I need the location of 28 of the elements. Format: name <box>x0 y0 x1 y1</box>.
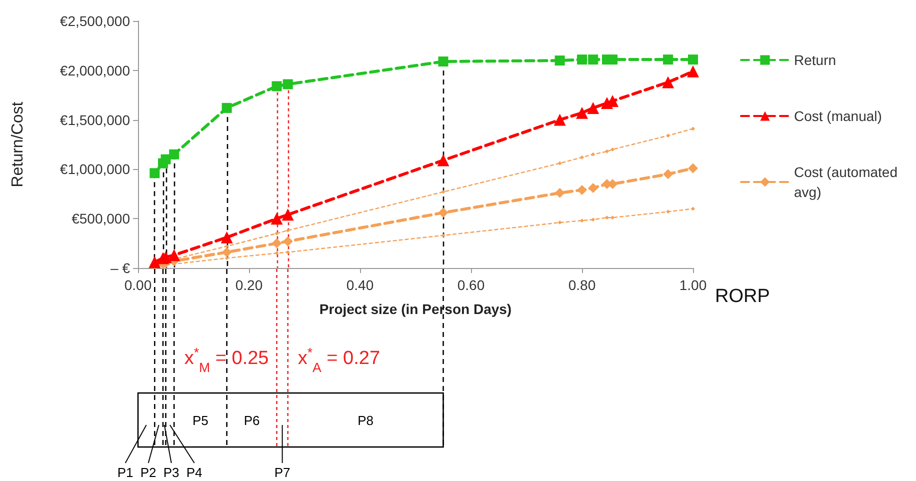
y-tick-label: – € <box>110 260 130 276</box>
text: P8 <box>358 413 374 428</box>
legend-label: Cost (automated avg) <box>794 164 902 200</box>
text: P2 <box>140 465 156 480</box>
x-tick-label: 0.20 <box>235 277 263 293</box>
x-tick-label: 0.00 <box>124 277 152 293</box>
y-tick-label: €1,000,000 <box>60 161 130 178</box>
x-tick-label: 0.40 <box>346 277 374 293</box>
text: RORP <box>715 286 770 307</box>
ref-line-label: x$^{*}$$_{M}$ = 0.25 <box>184 344 269 374</box>
text: P3 <box>163 465 180 480</box>
y-tick-label: €500,000 <box>72 210 130 227</box>
y-tick-label: €1,500,000 <box>60 112 130 128</box>
y-tick-label: €2,000,000 <box>60 62 130 78</box>
text: P7 <box>274 465 290 480</box>
text: P5 <box>192 413 208 428</box>
x-axis-title: Project size (in Person Days) <box>319 301 512 317</box>
legend-label: Cost (manual) <box>794 108 882 124</box>
text: P6 <box>244 413 260 428</box>
y-tick-label: €2,500,000 <box>60 13 130 29</box>
text: P1 <box>117 465 134 480</box>
x-tick-label: 0.80 <box>568 277 596 293</box>
text: P4 <box>186 465 202 480</box>
x-tick-label: 1.00 <box>679 277 707 293</box>
y-axis-title: Return/Cost <box>10 101 26 188</box>
x-tick-label: 0.60 <box>457 277 485 293</box>
legend-label: Return <box>794 52 836 68</box>
ref-line-label: x$^{*}$$_{A}$ = 0.27 <box>298 344 380 374</box>
